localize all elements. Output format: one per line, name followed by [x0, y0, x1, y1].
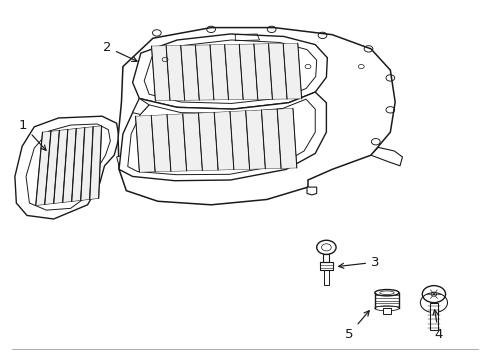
Polygon shape: [254, 44, 272, 99]
Text: 2: 2: [103, 41, 137, 62]
Polygon shape: [277, 108, 297, 168]
Polygon shape: [26, 124, 110, 210]
Polygon shape: [181, 45, 199, 100]
Text: 5: 5: [345, 311, 369, 341]
Text: 1: 1: [19, 118, 46, 150]
Polygon shape: [15, 116, 119, 219]
Polygon shape: [36, 131, 51, 206]
Polygon shape: [283, 43, 302, 99]
Polygon shape: [224, 44, 243, 100]
Polygon shape: [72, 127, 85, 202]
Polygon shape: [166, 45, 185, 100]
Polygon shape: [136, 116, 155, 172]
Polygon shape: [119, 92, 326, 181]
Polygon shape: [269, 44, 287, 99]
Polygon shape: [133, 34, 327, 109]
Polygon shape: [45, 130, 59, 204]
Polygon shape: [239, 44, 258, 100]
Polygon shape: [151, 46, 170, 100]
Polygon shape: [196, 45, 214, 100]
Polygon shape: [144, 40, 317, 103]
Polygon shape: [214, 112, 234, 170]
Polygon shape: [54, 129, 68, 203]
Polygon shape: [210, 45, 228, 100]
Polygon shape: [383, 308, 391, 314]
Polygon shape: [371, 147, 402, 166]
Polygon shape: [430, 303, 438, 329]
Polygon shape: [128, 99, 315, 175]
Polygon shape: [262, 109, 281, 169]
Polygon shape: [63, 129, 76, 202]
Polygon shape: [245, 110, 266, 169]
Polygon shape: [118, 28, 395, 205]
Polygon shape: [90, 126, 101, 199]
Polygon shape: [183, 113, 202, 171]
Polygon shape: [117, 154, 131, 166]
Text: 3: 3: [339, 256, 379, 269]
Polygon shape: [198, 112, 218, 171]
Polygon shape: [230, 111, 249, 170]
Text: 4: 4: [433, 310, 443, 341]
Polygon shape: [167, 114, 187, 171]
Polygon shape: [307, 187, 317, 195]
Polygon shape: [151, 114, 171, 172]
Polygon shape: [81, 127, 93, 201]
Polygon shape: [375, 293, 399, 308]
Polygon shape: [133, 99, 149, 114]
